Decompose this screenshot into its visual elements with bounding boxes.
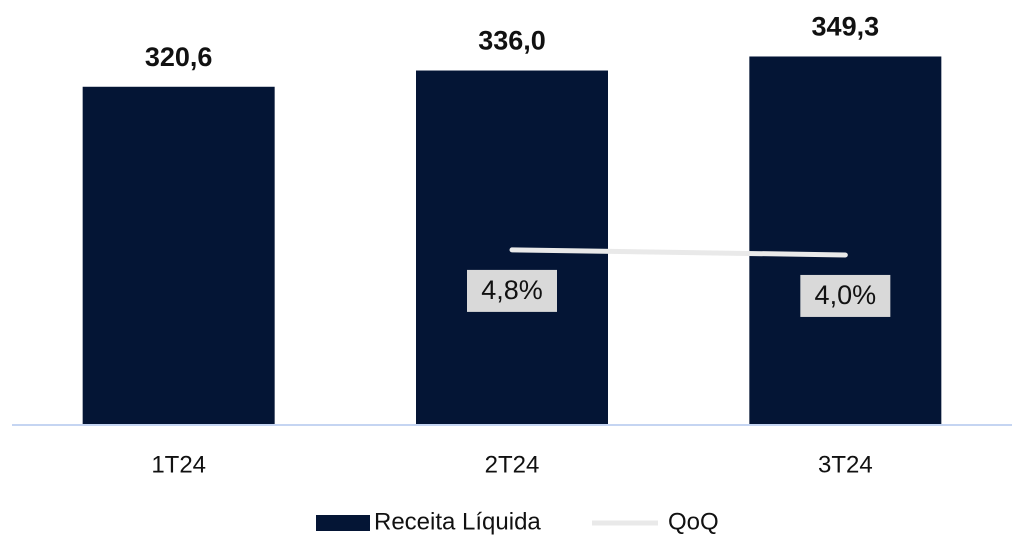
value-label-box	[800, 274, 891, 317]
x-tick-label: 2T24	[485, 451, 540, 478]
line-value-label: 4,8%	[481, 275, 543, 305]
bar-value-label: 349,3	[812, 12, 880, 42]
x-tick-label: 1T24	[151, 451, 206, 478]
x-tick-label: 3T24	[818, 451, 873, 478]
legend-label: QoQ	[668, 508, 719, 535]
legend-label: Receita Líquida	[374, 508, 541, 535]
line	[509, 247, 848, 258]
bar	[749, 56, 942, 426]
legend-swatch	[316, 515, 370, 531]
bar-value-label: 336,0	[478, 26, 546, 56]
line-value-label: 4,0%	[815, 280, 877, 310]
bar-value-label: 320,6	[145, 42, 213, 72]
bar	[82, 86, 275, 425]
value-label-box	[467, 269, 557, 312]
